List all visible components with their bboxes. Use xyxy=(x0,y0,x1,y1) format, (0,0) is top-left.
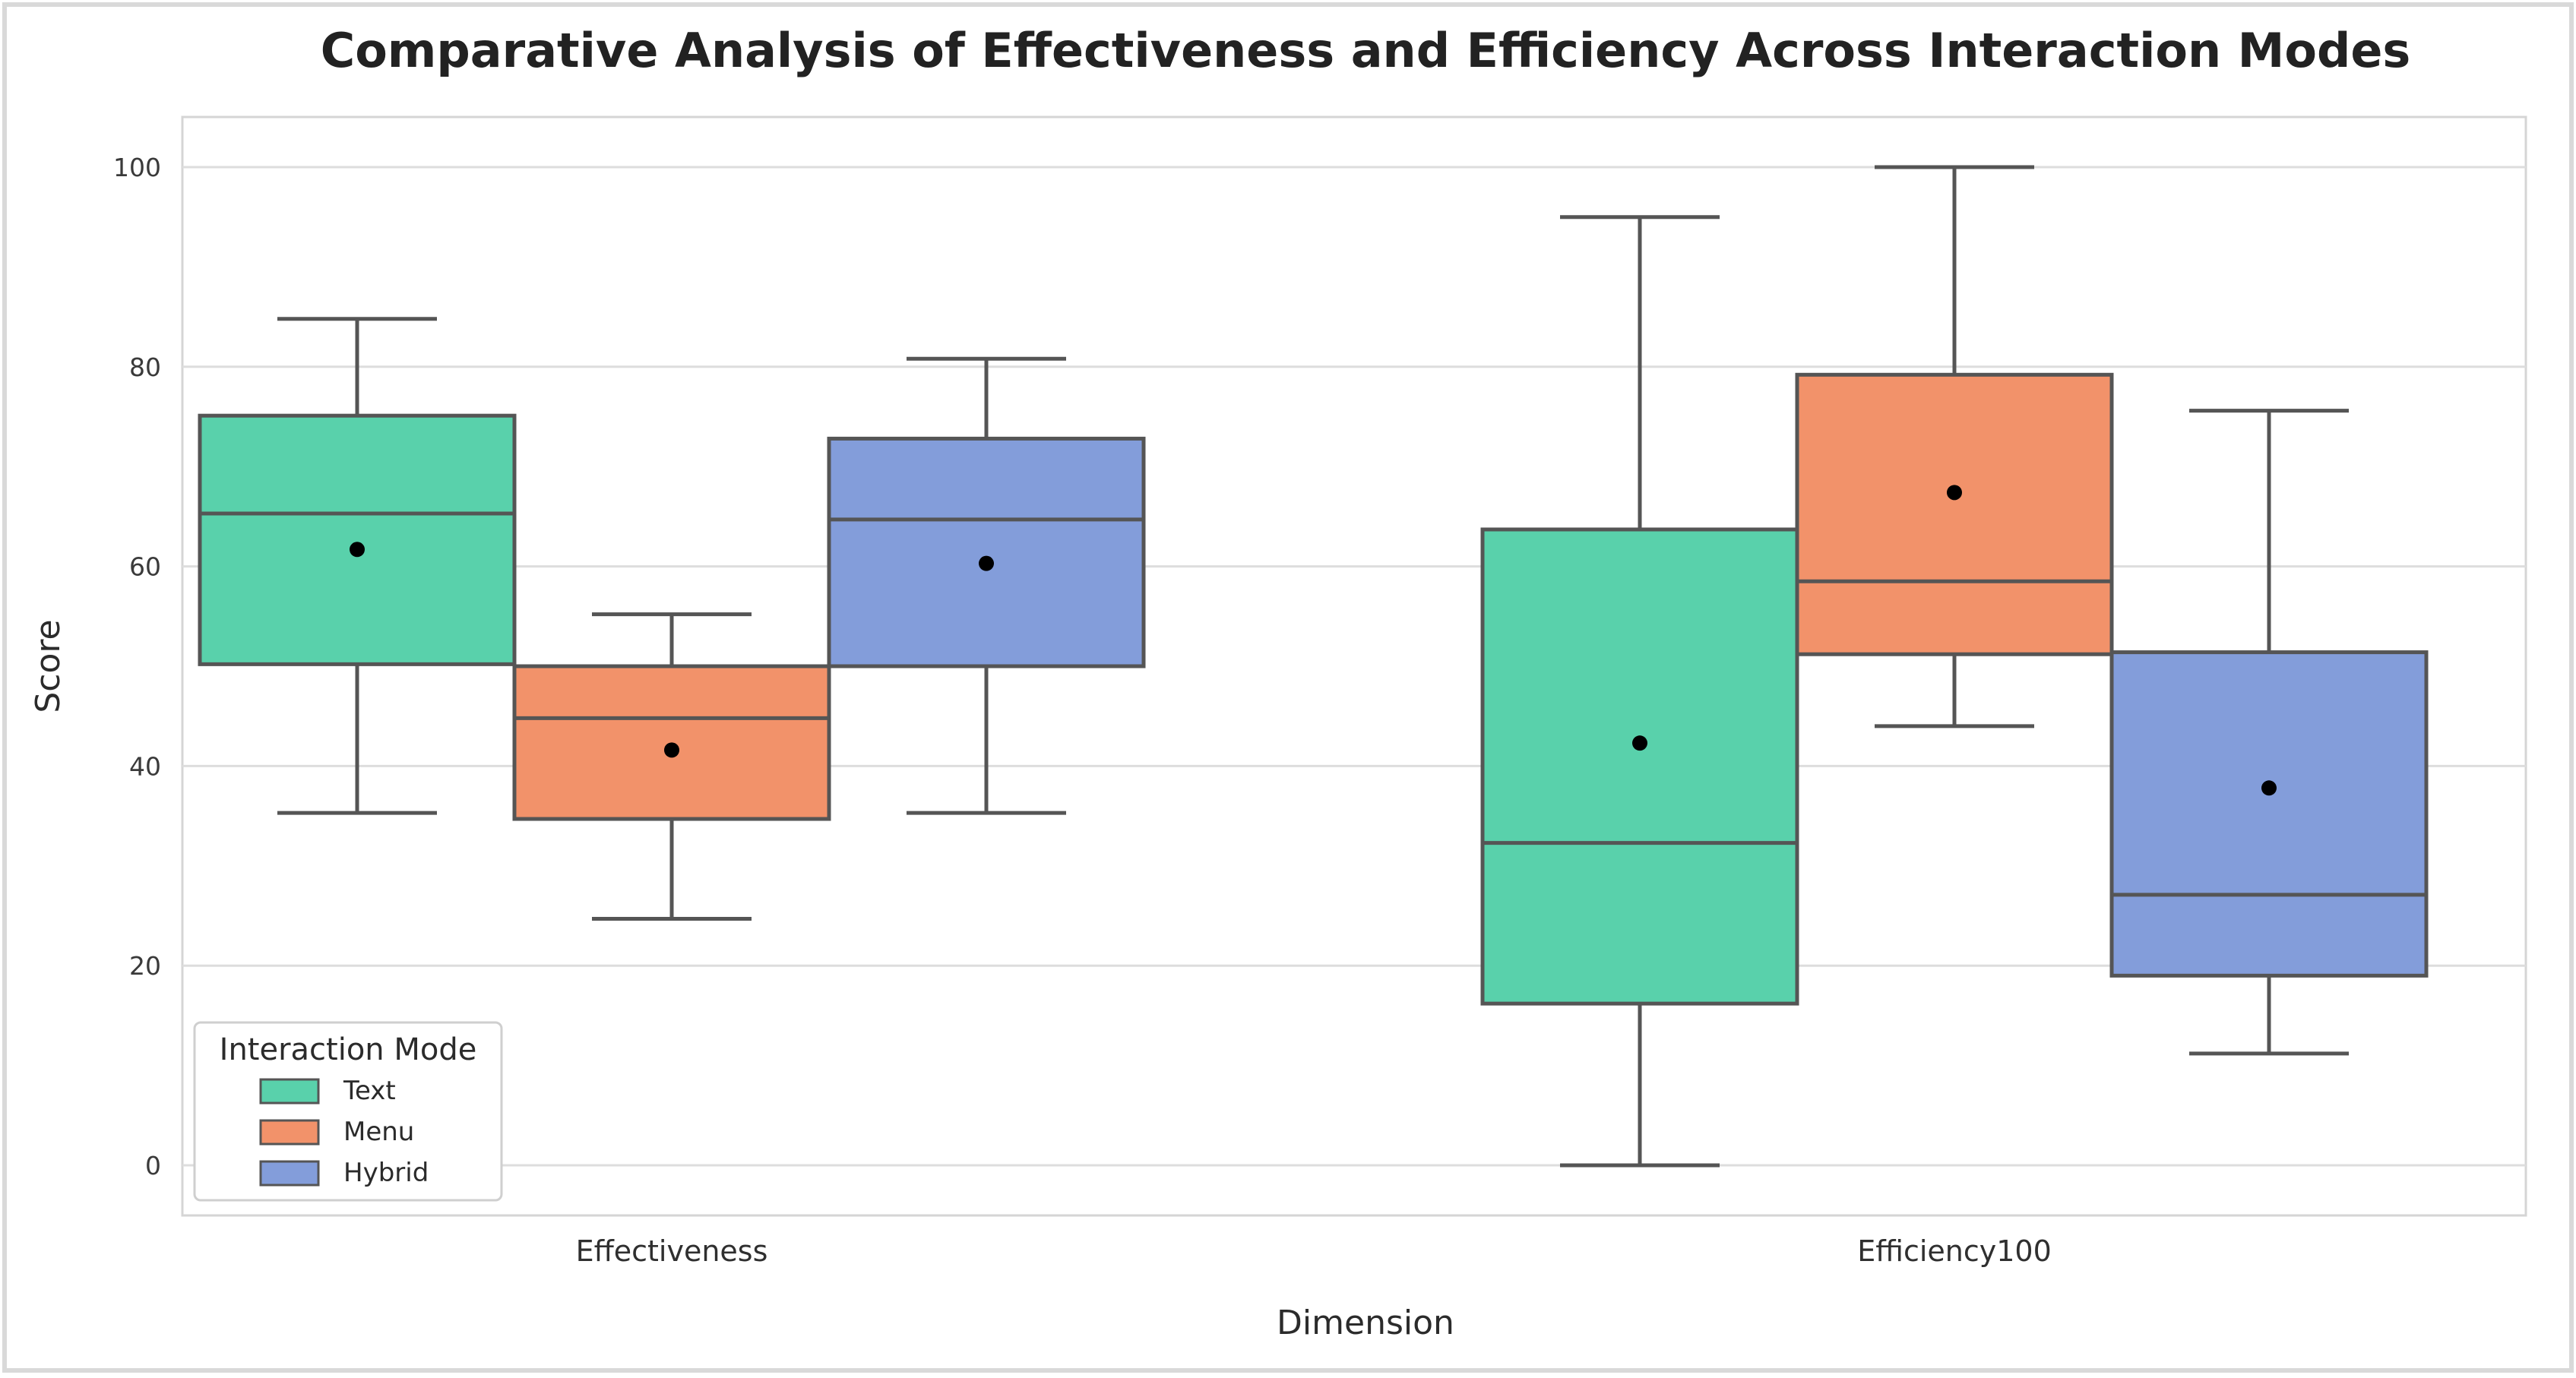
box-group-hybrid-effectiveness xyxy=(827,356,1146,815)
box-hybrid-effectiveness xyxy=(827,436,1146,668)
mean-marker-menu-effectiveness xyxy=(664,742,679,758)
x-axis-label: Dimension xyxy=(1277,1304,1454,1342)
box-group-text-effectiveness xyxy=(198,317,517,815)
legend-label-text: Text xyxy=(343,1076,396,1106)
y-tick-label-60: 60 xyxy=(129,552,161,582)
y-axis-label: Score xyxy=(29,619,68,713)
box-text-efficiency100 xyxy=(1480,527,1799,1006)
legend-title: Interaction Mode xyxy=(220,1032,477,1067)
box-groups xyxy=(198,165,2429,1168)
y-tick-label-20: 20 xyxy=(129,951,161,981)
mean-marker-text-effectiveness xyxy=(350,542,365,558)
legend-swatch-text xyxy=(259,1078,320,1105)
box-hybrid-efficiency100 xyxy=(2109,650,2429,978)
grid-lines xyxy=(182,166,2526,1167)
y-tick-label-100: 100 xyxy=(113,153,161,182)
box-group-menu-efficiency100 xyxy=(1795,165,2114,729)
x-tick-label-effectiveness: Effectiveness xyxy=(576,1234,768,1268)
mean-marker-hybrid-efficiency100 xyxy=(2261,780,2277,796)
x-tick-label-efficiency100: Efficiency100 xyxy=(1857,1234,2052,1268)
chart-title: Comparative Analysis of Effectiveness an… xyxy=(321,23,2411,78)
box-text-effectiveness xyxy=(198,413,517,666)
legend-frame xyxy=(193,1021,503,1202)
mean-marker-menu-efficiency100 xyxy=(1947,485,1962,501)
legend: Interaction Mode Text Menu Hybrid xyxy=(193,1021,503,1202)
axis-ticks: 0 20 40 60 80 100 Effectiveness Efficiency100 xyxy=(113,153,2052,1268)
y-tick-label-80: 80 xyxy=(129,352,161,382)
legend-label-menu: Menu xyxy=(343,1117,414,1147)
legend-label-hybrid: Hybrid xyxy=(343,1158,429,1188)
y-tick-label-0: 0 xyxy=(145,1151,161,1180)
legend-swatch-menu xyxy=(259,1119,320,1146)
box-group-hybrid-efficiency100 xyxy=(2109,409,2429,1056)
legend-swatch-hybrid xyxy=(259,1160,320,1187)
box-group-menu-effectiveness xyxy=(512,612,831,921)
mean-marker-hybrid-effectiveness xyxy=(979,555,994,571)
box-group-text-efficiency100 xyxy=(1480,215,1799,1168)
box-menu-efficiency100 xyxy=(1795,372,2114,656)
y-tick-label-40: 40 xyxy=(129,751,161,781)
mean-marker-text-efficiency100 xyxy=(1632,735,1647,751)
